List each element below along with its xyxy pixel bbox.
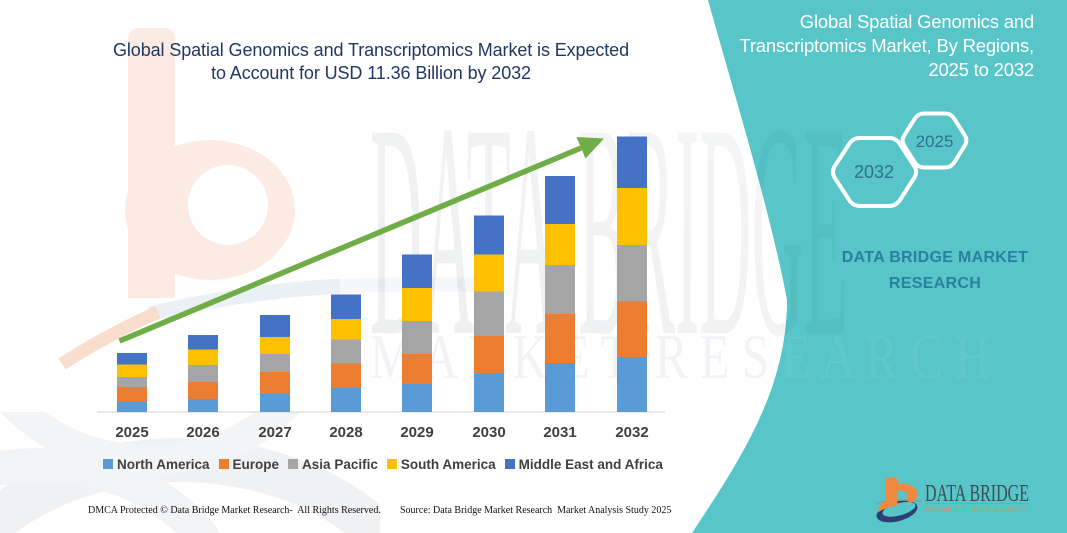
svg-text:M A R K E T R E S E A R C H: M A R K E T R E S E A R C H: [926, 507, 1026, 514]
svg-text:DATA BRIDGE: DATA BRIDGE: [925, 481, 1029, 507]
